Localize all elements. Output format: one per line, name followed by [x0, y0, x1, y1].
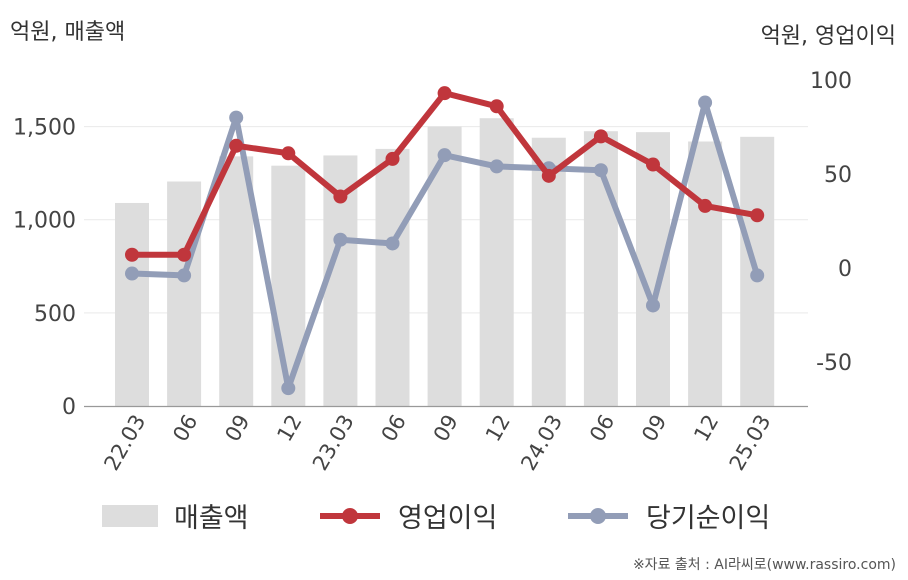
point-1-4 — [333, 189, 348, 204]
left-tick-2: 1,000 — [13, 209, 76, 234]
x-tick-5: 06 — [377, 411, 411, 446]
x-tick-2: 09 — [220, 411, 254, 446]
x-tick-3: 12 — [272, 411, 306, 446]
x-tick-6: 09 — [429, 411, 463, 446]
point-2-3 — [281, 381, 296, 396]
bar-06-5 — [375, 148, 410, 406]
point-1-9 — [593, 129, 608, 144]
right-tick-1: 0 — [838, 257, 852, 282]
bar-09-6 — [427, 126, 462, 407]
x-tick-7: 12 — [481, 411, 515, 446]
x-tick-4: 23.03 — [308, 411, 359, 475]
x-tick-0: 22.03 — [99, 411, 150, 475]
left-tick-1: 500 — [34, 302, 76, 327]
right-tick-3: 100 — [810, 69, 852, 94]
point-2-12 — [750, 268, 765, 283]
point-2-0 — [125, 266, 139, 281]
legend-label-revenue: 매출액 — [174, 503, 249, 534]
point-1-8 — [541, 168, 556, 183]
x-tick-9: 06 — [585, 411, 619, 446]
bar-12-11 — [688, 141, 723, 406]
legend: 매출액 영업이익 당기순이익 — [0, 496, 908, 536]
right-tick-2: 50 — [824, 163, 852, 188]
point-2-10 — [646, 298, 660, 313]
legend-swatch-net-income — [568, 507, 628, 524]
point-1-12 — [750, 208, 765, 223]
legend-label-net-income: 당기순이익 — [646, 503, 771, 534]
x-tick-10: 09 — [637, 411, 671, 446]
point-2-4 — [333, 232, 348, 247]
point-1-2 — [229, 138, 244, 153]
legend-swatch-revenue — [102, 504, 158, 527]
bar-09-2 — [219, 156, 254, 406]
right-tick-0: -50 — [816, 351, 852, 376]
left-tick-3: 1,500 — [13, 116, 76, 141]
point-1-3 — [281, 146, 296, 161]
point-1-5 — [385, 151, 400, 166]
point-2-6 — [437, 148, 452, 163]
source-note: ※자료 출처 : AI라씨로(www.rassiro.com) — [632, 557, 896, 573]
point-2-1 — [177, 268, 192, 283]
bar-22-03-0 — [115, 202, 149, 406]
point-1-1 — [177, 247, 192, 262]
point-1-6 — [437, 86, 452, 101]
right-axis-unit-label: 억원, 영업이익 — [760, 24, 896, 49]
point-1-0 — [125, 247, 139, 262]
x-tick-8: 24.03 — [516, 411, 567, 475]
point-2-5 — [385, 236, 400, 251]
point-1-11 — [698, 198, 713, 213]
point-1-10 — [646, 157, 660, 172]
bar-06-1 — [167, 181, 202, 406]
x-tick-11: 12 — [689, 411, 723, 446]
x-tick-labels: 22.03 06 09 12 23.03 06 09 12 24.03 06 09 12 25.03 — [99, 411, 775, 475]
right-tick-labels: -50 0 50 100 — [810, 69, 852, 376]
left-axis-unit-label: 억원, 매출액 — [10, 20, 126, 45]
point-2-7 — [489, 159, 504, 174]
bar-12-3 — [271, 165, 306, 406]
legend-item-revenue: 매출액 — [102, 496, 249, 535]
point-2-9 — [593, 163, 608, 178]
legend-label-operating-profit: 영업이익 — [398, 503, 498, 534]
point-2-11 — [698, 95, 713, 110]
legend-swatch-operating-profit — [320, 507, 380, 524]
point-2-2 — [229, 110, 244, 125]
point-1-7 — [489, 99, 504, 114]
legend-item-net-income: 당기순이익 — [566, 496, 770, 535]
left-tick-0: 0 — [62, 395, 76, 420]
revenue-bars — [115, 118, 775, 407]
legend-item-operating-profit: 영업이익 — [318, 496, 497, 535]
x-tick-12: 25.03 — [725, 411, 776, 475]
series-lines — [125, 86, 765, 396]
x-tick-1: 06 — [168, 411, 202, 446]
left-tick-labels: 0 500 1,000 1,500 — [13, 116, 76, 420]
